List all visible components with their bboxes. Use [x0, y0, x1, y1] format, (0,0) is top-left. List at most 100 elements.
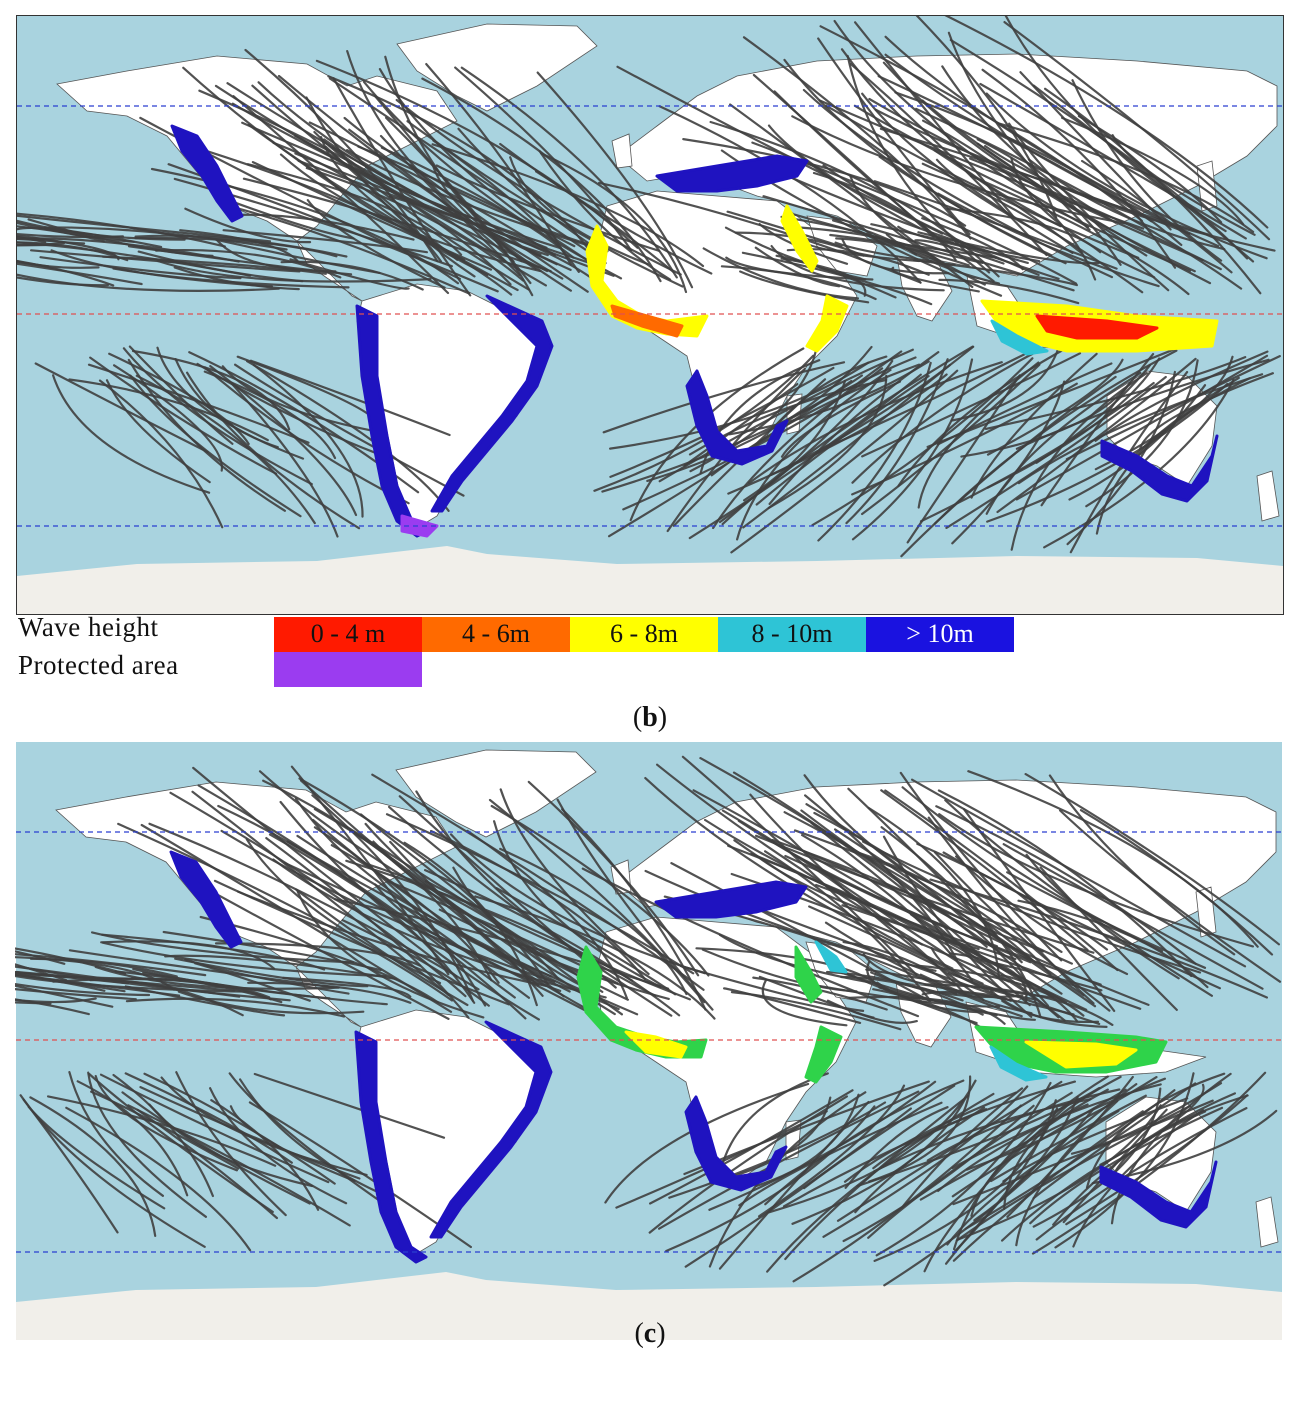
cyclone-track: [924, 983, 1114, 1026]
cyclone-track: [973, 1096, 1079, 1222]
cyclone-track: [658, 348, 914, 483]
cyclone-track: [15, 974, 250, 993]
cyclone-track: [683, 1080, 930, 1176]
cyclone-track: [415, 790, 657, 997]
cyclone-track: [27, 218, 214, 257]
cyclone-track: [94, 965, 340, 990]
cyclone-track: [89, 356, 278, 475]
cyclone-track: [884, 789, 1119, 972]
coastal-band: [430, 294, 554, 513]
cyclone-track: [922, 119, 1097, 281]
cyclone-track: [699, 359, 821, 475]
cyclone-track: [191, 790, 450, 997]
cyclone-track: [826, 999, 918, 1024]
cyclone-track: [966, 1076, 1158, 1171]
cyclone-track: [192, 766, 458, 978]
cyclone-track: [964, 1089, 1176, 1230]
cyclone-track: [184, 207, 312, 244]
cyclone-track: [15, 971, 130, 985]
cyclone-track: [177, 990, 365, 1015]
cyclone-track: [346, 826, 604, 993]
cyclone-track: [15, 947, 127, 975]
coastal-band: [169, 850, 243, 949]
cyclone-track: [122, 347, 313, 486]
cyclone-track: [305, 167, 525, 282]
cyclone-track: [15, 970, 236, 992]
cyclone-track: [257, 81, 542, 256]
cyclone-track: [488, 798, 706, 1004]
coastal-band: [814, 940, 848, 974]
coastal-band: [1099, 1160, 1218, 1229]
cyclone-track: [867, 806, 1001, 979]
cyclone-track: [204, 366, 410, 505]
cyclone-track: [1065, 1094, 1249, 1226]
coastal-band: [1100, 434, 1219, 503]
cyclone-track: [333, 898, 670, 990]
cyclone-track: [17, 273, 280, 292]
cyclone-track: [875, 1081, 1052, 1257]
cyclone-track: [262, 779, 493, 982]
cyclone-track: [897, 225, 1041, 263]
cyclone-track: [755, 375, 930, 506]
cyclone-track: [162, 930, 382, 972]
cyclone-track: [1085, 359, 1199, 508]
map-panel-c: [15, 742, 1283, 1340]
cyclone-track: [156, 259, 432, 283]
protected-area-swatch: [274, 652, 422, 687]
cyclone-track: [430, 829, 647, 981]
cyclone-track: [937, 362, 1113, 446]
cyclone-track: [919, 381, 1155, 523]
cyclone-track: [99, 1073, 330, 1184]
cyclone-track: [712, 350, 903, 530]
coastal-band: [400, 514, 439, 538]
cyclone-track: [761, 979, 848, 1027]
cyclone-track: [379, 134, 521, 277]
cyclone-track: [772, 355, 888, 429]
cyclone-track: [395, 98, 682, 276]
cyclone-track: [841, 238, 950, 275]
cyclone-track: [1099, 1083, 1205, 1166]
cyclone-track: [868, 97, 1204, 262]
map-panel-b: [16, 15, 1284, 615]
cyclone-track: [649, 1089, 854, 1205]
cyclone-track: [782, 1108, 988, 1208]
coastal-band: [685, 369, 789, 466]
coastal-band: [654, 880, 808, 919]
cyclone-track: [169, 791, 467, 998]
cyclone-track: [880, 789, 1089, 951]
caption-c-close: ): [656, 1318, 666, 1349]
cyclone-track: [805, 803, 1050, 1007]
cyclone-track: [602, 361, 846, 434]
protected-area-label: Protected area: [18, 650, 179, 680]
cyclone-track: [68, 1071, 164, 1197]
cyclone-track: [767, 124, 921, 230]
cyclone-track: [220, 829, 556, 983]
cyclone-track: [214, 84, 549, 273]
cyclone-track: [955, 855, 1129, 976]
cyclone-track: [644, 869, 937, 972]
cyclone-track: [246, 163, 463, 256]
cyclone-track: [15, 972, 126, 993]
cyclone-track: [209, 365, 358, 517]
cyclone-track: [665, 1105, 876, 1253]
cyclone-track: [726, 210, 843, 248]
coastal-wave-bands: [169, 850, 1218, 1264]
cyclone-track: [50, 249, 273, 288]
cyclone-track: [332, 77, 472, 297]
cyclone-track: [951, 1088, 1127, 1198]
cyclone-track: [946, 207, 1102, 254]
cyclone-track: [935, 158, 1074, 254]
cyclone-track: [648, 1095, 848, 1234]
cyclone-track: [15, 984, 114, 1008]
cyclone-track: [432, 139, 580, 273]
cyclone-track: [199, 915, 440, 1004]
cyclone-track: [460, 66, 678, 279]
cyclone-track: [929, 233, 1060, 280]
cyclone-track: [832, 219, 917, 256]
cyclone-track: [1015, 354, 1269, 501]
uk: [611, 133, 633, 169]
cyclone-track: [784, 1094, 970, 1261]
cyclone-track: [985, 92, 1268, 260]
coastal-band: [990, 319, 1049, 356]
cyclone-track: [1006, 871, 1207, 969]
